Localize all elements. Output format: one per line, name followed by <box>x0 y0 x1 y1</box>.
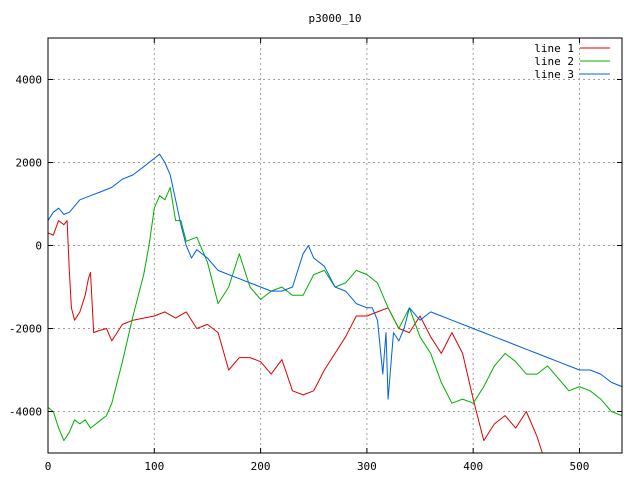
x-tick-label: 500 <box>570 460 590 473</box>
y-tick-label: 0 <box>35 240 42 253</box>
ticks <box>47 38 622 453</box>
tick-labels: 0 100 200 300 400 500 -4000 -2000 0 2000 4000 <box>9 74 590 474</box>
x-tick-label: 200 <box>251 460 271 473</box>
series-line-3 <box>48 153 622 400</box>
legend-label-2: line 2 <box>534 55 574 68</box>
x-tick-label: 100 <box>144 460 164 473</box>
legend-label-3: line 3 <box>534 68 574 81</box>
y-tick-label: 4000 <box>16 74 43 87</box>
y-tick-label: 2000 <box>16 157 43 170</box>
x-tick-label: 400 <box>463 460 483 473</box>
legend-label-1: line 1 <box>534 42 574 55</box>
y-tick-label: -4000 <box>9 406 42 419</box>
series-line-1 <box>48 220 543 453</box>
chart-title: p3000_10 <box>309 12 362 25</box>
x-tick-label: 0 <box>45 460 52 473</box>
series-line-2 <box>48 186 622 442</box>
x-tick-label: 300 <box>357 460 377 473</box>
y-tick-label: -2000 <box>9 323 42 336</box>
series-layer <box>48 153 622 453</box>
grid <box>48 38 622 453</box>
